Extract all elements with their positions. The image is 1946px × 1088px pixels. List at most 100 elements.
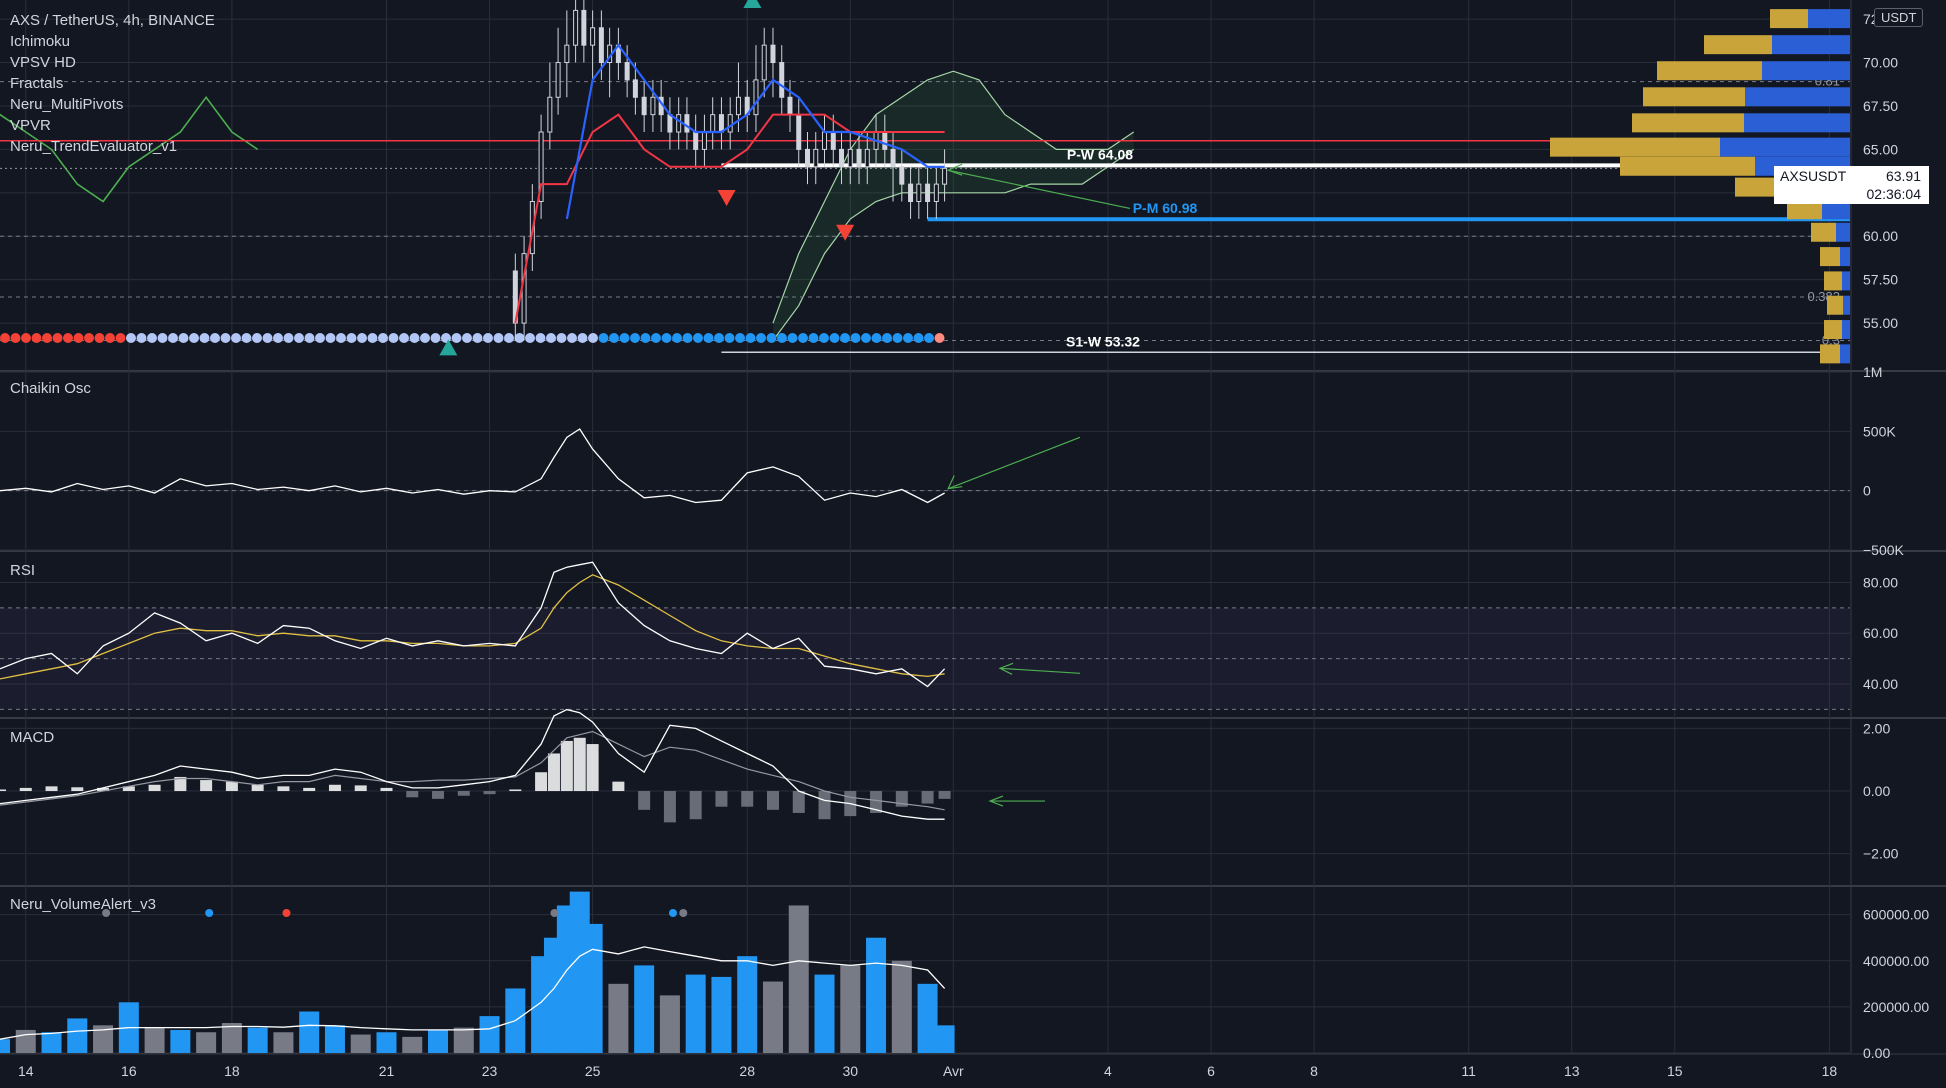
- annotation-arrowhead: [946, 163, 963, 176]
- volume-profile-buy-bar: [1840, 247, 1850, 267]
- trend-dot: [735, 333, 745, 343]
- volume-alert-dot: [282, 909, 291, 917]
- kijun-line: [514, 113, 945, 324]
- candle-body: [916, 183, 922, 203]
- chart-title[interactable]: AXS / TetherUS, 4h, BINANCE: [10, 12, 215, 29]
- y-tick-label: 55.00: [1863, 315, 1898, 331]
- trend-dot: [52, 333, 63, 343]
- macd-histogram-bar: [148, 784, 161, 792]
- candle-body: [547, 96, 553, 133]
- macd-histogram-bar: [277, 786, 290, 792]
- y-tick-label: 80.00: [1863, 574, 1898, 590]
- chaikin-line: [0, 428, 945, 504]
- legend-ichimoku[interactable]: Ichimoku: [10, 33, 71, 50]
- rsi-pane[interactable]: [0, 561, 1850, 710]
- trend-dot: [546, 333, 556, 343]
- volume-bar: [891, 960, 912, 1053]
- macd-pane[interactable]: [0, 708, 1045, 823]
- x-tick-label: 13: [1564, 1063, 1580, 1079]
- volume-bar: [634, 965, 655, 1053]
- volume-profile-buy-bar: [1840, 344, 1850, 364]
- macd-histogram-bar: [938, 791, 951, 799]
- trend-dot: [304, 333, 315, 343]
- candle-body: [899, 166, 905, 185]
- grid: [0, 0, 1946, 1055]
- macd-line: [0, 708, 945, 820]
- trend-dot: [472, 333, 483, 343]
- trend-dot: [399, 333, 409, 343]
- trend-dot: [31, 333, 42, 343]
- trend-dot: [126, 333, 136, 343]
- y-tick-label: −500K: [1863, 542, 1905, 558]
- currency-unit-button[interactable]: USDT: [1874, 8, 1924, 27]
- trend-dot: [682, 333, 693, 343]
- volume-profile-sell-bar: [1820, 344, 1840, 364]
- x-tick-label: 18: [224, 1063, 240, 1079]
- volume-bar: [0, 1039, 10, 1053]
- legend-vpvr[interactable]: VPVR: [10, 117, 51, 134]
- fractal-up-marker: [439, 339, 458, 356]
- fractal-up-marker: [743, 0, 762, 8]
- macd-histogram-bar: [251, 784, 264, 792]
- trend-dot: [913, 333, 924, 343]
- macd-histogram-bar: [509, 789, 522, 792]
- volume-profile-sell-bar: [1620, 156, 1755, 176]
- macd-histogram-bar: [741, 791, 754, 807]
- x-tick-label: 11: [1461, 1063, 1476, 1079]
- candle-body: [779, 62, 785, 98]
- macd-histogram-bar: [303, 787, 316, 792]
- rsi-title[interactable]: RSI: [10, 562, 36, 579]
- volume-alert-pane[interactable]: [0, 891, 955, 1053]
- trend-dot: [840, 333, 850, 343]
- macd-title[interactable]: MACD: [10, 729, 55, 746]
- trend-dot: [567, 333, 577, 343]
- trend-dot: [556, 333, 567, 343]
- trend-dot: [493, 333, 504, 343]
- volume-profile-buy-bar: [1836, 222, 1850, 242]
- legend-multipivots[interactable]: Neru_MultiPivots: [10, 96, 124, 113]
- trend-dot: [273, 333, 283, 343]
- trend-dot: [94, 333, 105, 343]
- macd-histogram-bar: [457, 791, 470, 796]
- volume-profile-sell-bar: [1824, 320, 1842, 340]
- chaikin-title[interactable]: Chaikin Osc: [10, 380, 91, 397]
- x-tick-label: 14: [18, 1063, 34, 1079]
- candle-body: [573, 9, 579, 46]
- trend-dot: [147, 333, 157, 343]
- trend-dot: [504, 333, 514, 343]
- volume-bar: [41, 1032, 62, 1053]
- macd-histogram-bar: [200, 780, 213, 792]
- trend-dot: [861, 333, 871, 343]
- volume-bar: [762, 981, 783, 1053]
- pivot-level-label: S1-W 53.32: [1066, 333, 1140, 349]
- candle-body: [805, 148, 811, 168]
- ichimoku-cloud: [772, 71, 1134, 341]
- volume-bar: [711, 976, 732, 1053]
- legend-trendevaluator[interactable]: Neru_TrendEvaluator_v1: [10, 138, 178, 155]
- x-tick-label: 16: [121, 1063, 137, 1079]
- trend-dot: [651, 333, 661, 343]
- macd-histogram-bar: [406, 791, 419, 798]
- trend-dot: [315, 333, 325, 343]
- y-tick-label: 60.00: [1863, 625, 1898, 641]
- chaikin-pane[interactable]: [0, 428, 1850, 504]
- volume-bar: [15, 1029, 36, 1053]
- volume-profile-sell-bar: [1824, 271, 1842, 291]
- candle-body: [761, 44, 767, 81]
- trend-dot: [409, 333, 420, 343]
- candle-body: [942, 167, 948, 185]
- y-tick-label: 65.00: [1863, 141, 1898, 157]
- macd-histogram-bar: [380, 787, 393, 792]
- volume-profile-sell-bar: [1632, 113, 1744, 133]
- volume-profile-sell-bar: [1643, 87, 1745, 107]
- trend-dot: [924, 333, 934, 343]
- volume-alert-dot: [205, 909, 214, 917]
- volume-alert-title[interactable]: Neru_VolumeAlert_v3: [10, 896, 156, 913]
- cloud-upper-line: [772, 70, 1135, 324]
- legend-vpsv[interactable]: VPSV HD: [10, 54, 76, 71]
- trend-dot: [850, 333, 861, 343]
- volume-profile-sell-bar: [1770, 9, 1808, 29]
- legend-fractals[interactable]: Fractals: [10, 75, 64, 92]
